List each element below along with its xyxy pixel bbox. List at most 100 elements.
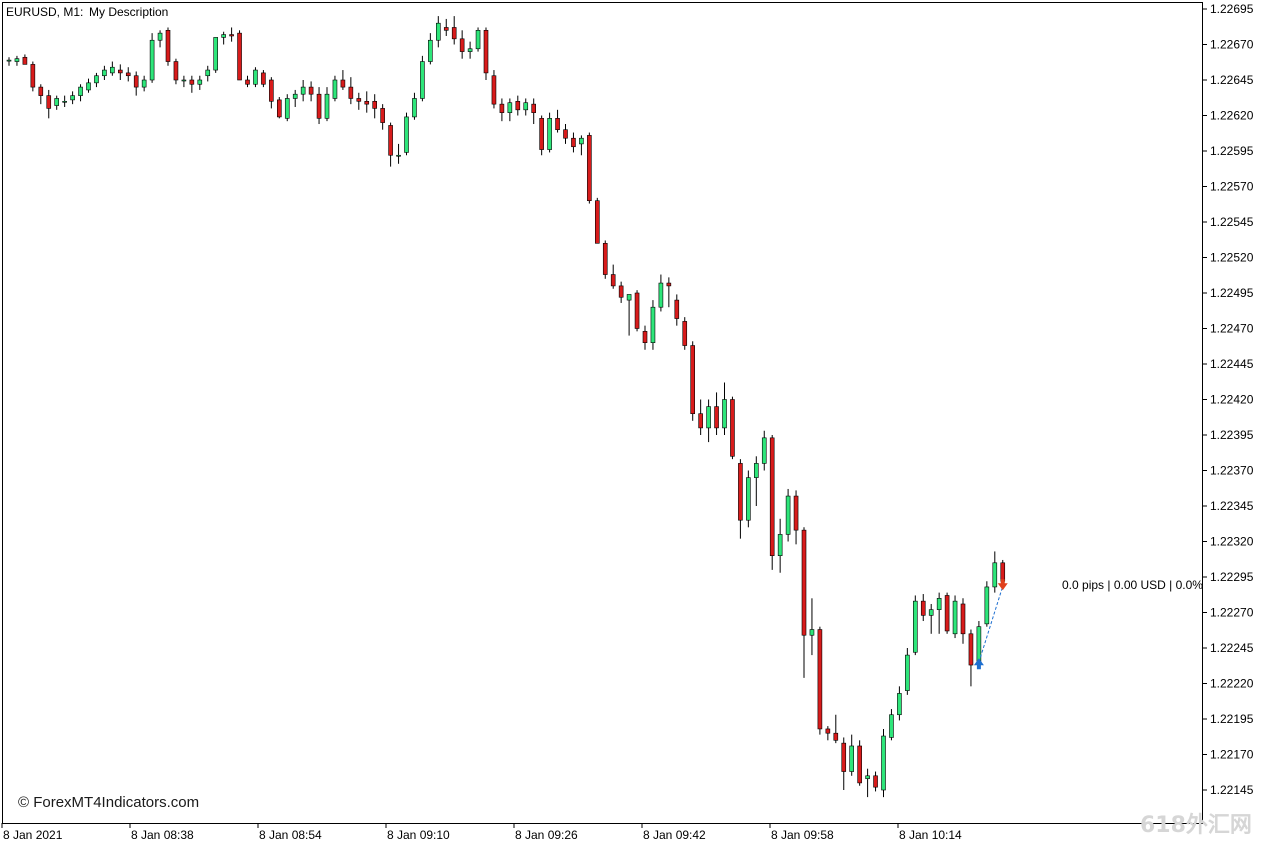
bear-candle-body <box>730 399 735 457</box>
candle <box>730 396 735 460</box>
price-axis: 1.22695 1.22670 1.22645 1.22620 1.22595 1.225… <box>1202 2 1254 797</box>
candle <box>396 143 401 164</box>
bear-candle-body <box>690 345 696 415</box>
candle <box>642 325 648 350</box>
candle <box>261 70 266 88</box>
bear-candle-body <box>261 72 266 85</box>
bear-candle-body <box>1000 562 1006 582</box>
bear-candle-body <box>372 101 378 109</box>
bear-candle-body <box>443 27 449 31</box>
bull-candle-body <box>579 137 584 145</box>
time-tick-label: 8 Jan 10:14 <box>899 828 962 842</box>
bear-candle-body <box>118 69 123 74</box>
bull-candle-body <box>777 534 783 557</box>
candle <box>276 97 282 119</box>
candle <box>793 490 799 545</box>
candle <box>181 75 187 88</box>
bull-candle-body <box>396 154 401 157</box>
bear-candle-body <box>165 29 171 62</box>
candle <box>992 551 998 593</box>
bull-candle-body <box>86 82 91 91</box>
bear-candle-body <box>857 745 862 784</box>
candle <box>746 470 751 528</box>
price-tick-label: 1.22595 <box>1210 144 1254 158</box>
candle <box>221 31 226 45</box>
price-tick-label: 1.22695 <box>1210 2 1254 16</box>
candle <box>801 527 807 678</box>
candle <box>300 80 306 102</box>
bull-candle-body <box>78 86 83 96</box>
bear-candle-body <box>642 331 648 343</box>
candle <box>165 27 171 66</box>
candle <box>78 84 83 102</box>
bull-candle-body <box>761 437 767 464</box>
bull-candle-body <box>889 714 894 738</box>
candle <box>467 41 473 59</box>
bear-candle-body <box>269 79 274 102</box>
bear-candle-body <box>682 321 688 346</box>
bull-candle-body <box>785 495 791 535</box>
bear-candle-body <box>459 38 465 52</box>
bear-candle-body <box>308 86 314 95</box>
bear-candle-body <box>571 137 576 148</box>
candle <box>833 714 839 744</box>
candle <box>213 37 218 73</box>
candle <box>229 27 234 42</box>
price-tick-label: 1.22470 <box>1210 322 1254 336</box>
candle <box>491 70 497 109</box>
candle <box>706 399 711 443</box>
candle <box>189 75 195 93</box>
candle <box>70 91 75 105</box>
bear-candle-body <box>594 200 600 244</box>
candle <box>753 456 759 506</box>
sell-arrow-icon[interactable] <box>997 579 1008 591</box>
bear-candle-body <box>873 775 878 788</box>
bear-candle-body <box>634 292 640 329</box>
candle <box>674 294 680 326</box>
bear-candle-body <box>793 495 799 531</box>
buy-arrow-icon[interactable] <box>973 658 984 670</box>
candle <box>443 18 449 36</box>
bear-candle-body <box>388 125 393 156</box>
bull-candle-body <box>14 58 20 62</box>
price-tick-label: 1.22545 <box>1210 215 1254 229</box>
candle <box>245 75 250 88</box>
candle <box>912 595 918 656</box>
bull-candle-body <box>157 32 163 41</box>
bull-candle-body <box>435 22 441 41</box>
candle <box>618 281 624 303</box>
candles-layer <box>6 16 1006 798</box>
candle <box>125 67 131 82</box>
candle <box>507 98 513 122</box>
candle <box>46 89 52 119</box>
time-tick-label: 8 Jan 09:42 <box>643 828 706 842</box>
candle <box>428 33 433 65</box>
bull-candle-body <box>547 118 552 150</box>
bear-candle-body <box>229 34 234 37</box>
bull-candle-body <box>523 102 529 111</box>
bear-candle-body <box>738 463 743 521</box>
bear-candle-body <box>46 95 52 109</box>
candle <box>94 72 99 88</box>
candle <box>594 197 600 244</box>
time-tick-label: 8 Jan 2021 <box>3 828 63 842</box>
candle <box>372 94 378 119</box>
bull-candle-body <box>936 597 942 610</box>
candle <box>118 64 123 80</box>
candle <box>102 65 107 80</box>
price-tick-label: 1.22195 <box>1210 712 1254 726</box>
bear-candle-body <box>944 595 950 632</box>
bull-candle-body <box>626 294 632 301</box>
bull-candle-body <box>149 39 155 81</box>
time-tick-label: 8 Jan 09:10 <box>387 828 450 842</box>
bull-candle-body <box>62 101 67 103</box>
candle <box>761 430 767 471</box>
candle <box>539 115 544 156</box>
candle <box>62 95 67 107</box>
candle <box>785 488 791 542</box>
candle <box>920 594 926 622</box>
bull-candle-body <box>722 399 727 429</box>
bear-candle-body <box>364 101 370 105</box>
candle <box>587 132 592 204</box>
